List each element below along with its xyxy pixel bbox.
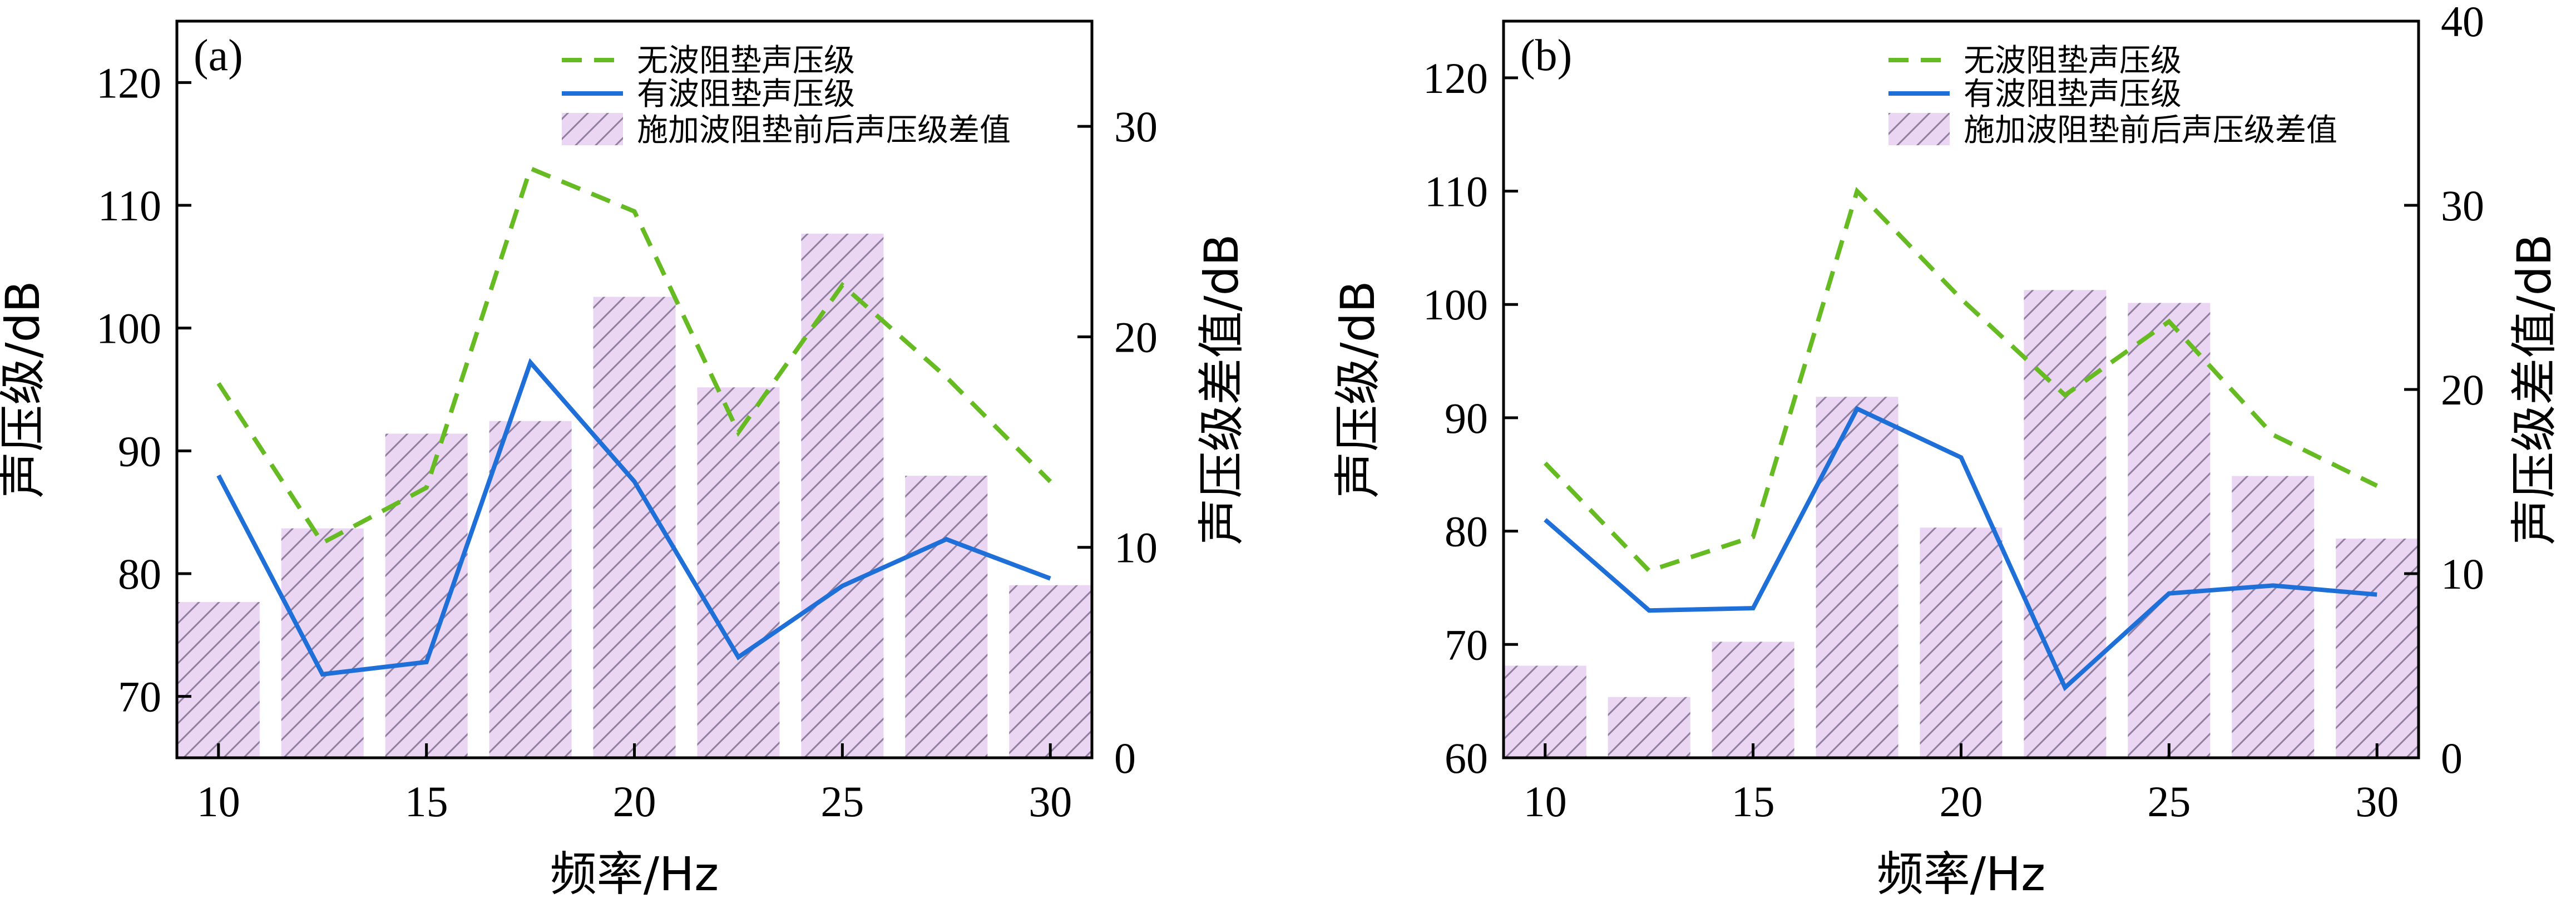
p1-y2-axis-title: 声压级差值/dB (1194, 234, 1249, 545)
p1-bar-17.5 (489, 421, 572, 758)
p2-legend-swatch-3 (1888, 113, 1950, 145)
p1-y2-tick-label-0: 0 (1114, 734, 1136, 782)
p1-bar-15 (385, 433, 468, 758)
p1-x-tick-label-10: 10 (197, 777, 240, 826)
p1-line-with-damper (216, 358, 1051, 677)
p2-y2-tick-label-40: 40 (2441, 0, 2484, 46)
p2-y2-tick-label-20: 20 (2441, 366, 2484, 414)
p2-x-tick-label-15: 15 (1732, 777, 1775, 826)
p2-bar-27.5 (2232, 476, 2315, 758)
p1-x-tick-label-25: 25 (820, 777, 864, 826)
p1-x-tick-label-30: 30 (1029, 777, 1072, 826)
p2-bar-10 (1504, 665, 1586, 758)
p1-y2-tick-label-20: 20 (1114, 313, 1158, 361)
p1-bar-30 (1009, 585, 1092, 758)
p2-y-tick-label-110: 110 (1425, 167, 1488, 216)
p2-legend-label-2: 有波阻垫声压级 (1964, 76, 2182, 112)
p2-y-tick-label-80: 80 (1445, 507, 1488, 556)
p1-y2-tick-label-30: 30 (1114, 102, 1158, 151)
p1-y-tick-label-80: 80 (118, 550, 161, 598)
p1-legend-label-3: 施加波阻垫前后声压级差值 (637, 112, 1011, 149)
p2-x-tick-label-10: 10 (1524, 777, 1567, 826)
p1-panel-label: (a) (194, 31, 243, 80)
p2-line-without-damper (1543, 186, 2378, 574)
chart-panel-1: 10 15 20 25 30 70 80 90 100 110 120 0 10 20 30 频率/Hz 声压级… (0, 19, 1249, 898)
p2-bar-20 (1920, 527, 2003, 758)
p1-bars (177, 234, 1092, 758)
p1-x-axis-title: 频率/Hz (550, 847, 719, 898)
p2-bar-15 (1712, 642, 1794, 758)
p2-panel-label: (b) (1520, 31, 1572, 80)
p2-bars (1504, 290, 2419, 758)
p2-bar-12.5 (1608, 697, 1690, 758)
p2-y-tick-label-90: 90 (1445, 394, 1488, 442)
p2-y2-tick-label-10: 10 (2441, 550, 2484, 598)
p2-bar-25 (2128, 303, 2211, 758)
p1-y-tick-label-70: 70 (118, 673, 161, 721)
p2-x-tick-label-20: 20 (1940, 777, 1983, 826)
p2-legend-label-3: 施加波阻垫前后声压级差值 (1964, 112, 2337, 149)
p2-line-with-damper (1544, 406, 2377, 692)
p2-y-tick-label-120: 120 (1423, 54, 1488, 102)
p1-y-tick-label-110: 110 (98, 181, 161, 230)
p1-y-tick-label-90: 90 (118, 427, 161, 475)
p1-bar-25 (801, 234, 884, 758)
p2-y-tick-label-70: 70 (1445, 620, 1488, 669)
p1-bar-27.5 (905, 476, 988, 758)
p1-bar-22.5 (697, 387, 780, 758)
p1-y-axis-title: 声压级/dB (0, 280, 50, 498)
p2-x-tick-label-25: 25 (2147, 777, 2191, 826)
p1-y-tick-label-100: 100 (96, 304, 161, 353)
p1-x-tick-label-20: 20 (613, 777, 656, 826)
p2-legend-label-1: 无波阻垫声压级 (1964, 43, 2182, 79)
p2-y2-tick-label-30: 30 (2441, 181, 2484, 230)
p1-legend-swatch-3 (562, 113, 623, 145)
p1-bar-10 (177, 602, 260, 758)
p2-y2-axis-title: 声压级差值/dB (2507, 234, 2562, 545)
p1-bar-12.5 (281, 528, 364, 758)
p2-y-tick-label-60: 60 (1445, 734, 1488, 782)
p2-bar-17.5 (1816, 397, 1898, 758)
p1-y-tick-label-120: 120 (96, 58, 161, 107)
p1-legend-label-1: 无波阻垫声压级 (637, 43, 855, 79)
chart-panel-2: 10 15 20 25 30 60 70 80 90 100 110 120 0 10 20 30 40 频率/H… (1331, 0, 2562, 898)
p2-y2-tick-label-0: 0 (2441, 734, 2463, 782)
p1-y2-tick-label-10: 10 (1114, 524, 1158, 572)
p2-x-tick-label-30: 30 (2355, 777, 2399, 826)
p1-line-without-damper (216, 165, 1052, 546)
p1-x-tick-label-15: 15 (405, 777, 448, 826)
p2-y-tick-label-100: 100 (1423, 280, 1488, 329)
p1-legend-label-2: 有波阻垫声压级 (637, 76, 855, 112)
p2-x-axis-title: 频率/Hz (1877, 847, 2046, 898)
p2-y-axis-title: 声压级/dB (1331, 280, 1385, 498)
p2-bar-30 (2336, 539, 2419, 758)
